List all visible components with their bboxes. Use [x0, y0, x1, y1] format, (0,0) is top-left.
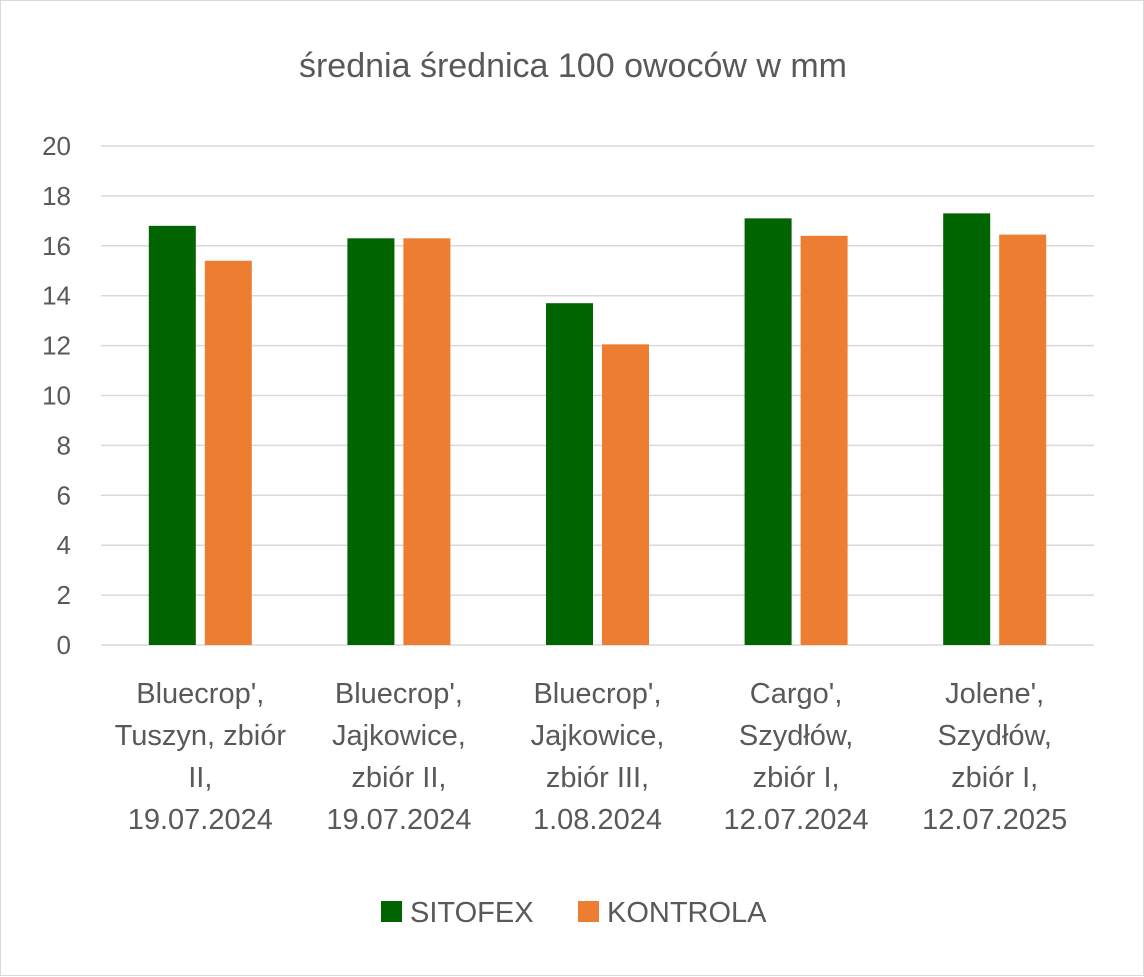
bar-kontrola-5 — [999, 234, 1047, 645]
x-tick-label: Jolene', Szydłów, zbiór I, 12.07.2025 — [922, 678, 1067, 836]
legend-label-sitofex: SITOFEX — [410, 897, 534, 929]
x-tick-label-line: Szydłów, — [937, 720, 1051, 752]
y-axis-ticks: 0 2 4 6 8 10 12 14 16 18 20 — [42, 131, 71, 660]
bar-kontrola-3 — [602, 344, 649, 645]
bars — [148, 213, 1047, 646]
y-tick-label: 4 — [57, 530, 71, 560]
y-tick-label: 18 — [42, 181, 71, 211]
legend: SITOFEX KONTROLA — [381, 897, 767, 929]
x-tick-label: Cargo', Szydłów, zbiór I, 12.07.2024 — [724, 678, 869, 836]
y-tick-label: 10 — [42, 381, 71, 411]
y-tick-label: 20 — [42, 131, 71, 161]
x-tick-label-line: Jajkowice, — [531, 720, 665, 752]
x-tick-label-line: Bluecrop', — [136, 678, 264, 710]
x-tick-label-line: Jajkowice, — [332, 720, 466, 752]
bar-sitofex-3 — [546, 303, 593, 645]
x-tick-label-line: Jolene', — [945, 678, 1044, 710]
x-tick-label-line: 12.07.2024 — [724, 804, 869, 836]
bar-kontrola-4 — [800, 235, 848, 645]
y-tick-label: 0 — [57, 630, 71, 660]
y-tick-label: 8 — [57, 430, 71, 460]
x-tick-label-line: 19.07.2024 — [326, 804, 471, 836]
chart-title: średnia średnica 100 owoców w mm — [299, 47, 847, 85]
bar-sitofex-2 — [347, 238, 395, 645]
x-tick-label-line: Tuszyn, zbiór — [115, 720, 287, 752]
x-tick-label-line: II, — [188, 762, 212, 794]
x-tick-label-line: zbiór II, — [351, 762, 446, 794]
bar-sitofex-1 — [148, 225, 196, 645]
gridlines — [101, 145, 1094, 646]
x-tick-label: Bluecrop', Jajkowice, zbiór III, 1.08.2024 — [531, 678, 665, 836]
x-tick-label-line: zbiór I, — [951, 762, 1038, 794]
y-tick-label: 12 — [42, 331, 71, 361]
x-tick-label-line: 12.07.2025 — [922, 804, 1067, 836]
x-tick-label-line: zbiór III, — [546, 762, 649, 794]
bar-kontrola-1 — [204, 260, 252, 645]
y-tick-label: 2 — [57, 580, 71, 610]
x-tick-label-line: Cargo', — [750, 678, 843, 710]
x-tick-label-line: zbiór I, — [753, 762, 840, 794]
x-tick-label-line: Bluecrop', — [533, 678, 661, 710]
y-tick-label: 14 — [42, 281, 71, 311]
y-tick-label: 16 — [42, 231, 71, 261]
x-tick-label-line: 19.07.2024 — [128, 804, 273, 836]
x-tick-label: Bluecrop', Tuszyn, zbiór II, 19.07.2024 — [115, 678, 287, 836]
bar-sitofex-5 — [943, 213, 991, 646]
x-tick-label-line: Szydłów, — [739, 720, 853, 752]
legend-swatch-sitofex — [381, 901, 402, 922]
x-tick-label-line: Bluecrop', — [335, 678, 463, 710]
x-tick-label: Bluecrop', Jajkowice, zbiór II, 19.07.2024 — [326, 678, 471, 836]
legend-label-kontrola: KONTROLA — [607, 897, 767, 929]
x-tick-label-line: 1.08.2024 — [533, 804, 662, 836]
x-axis-ticks: Bluecrop', Tuszyn, zbiór II, 19.07.2024Blue… — [115, 678, 1068, 836]
bar-sitofex-4 — [744, 218, 792, 646]
legend-swatch-kontrola — [578, 901, 599, 922]
y-tick-label: 6 — [57, 480, 71, 510]
bar-kontrola-2 — [403, 238, 451, 645]
